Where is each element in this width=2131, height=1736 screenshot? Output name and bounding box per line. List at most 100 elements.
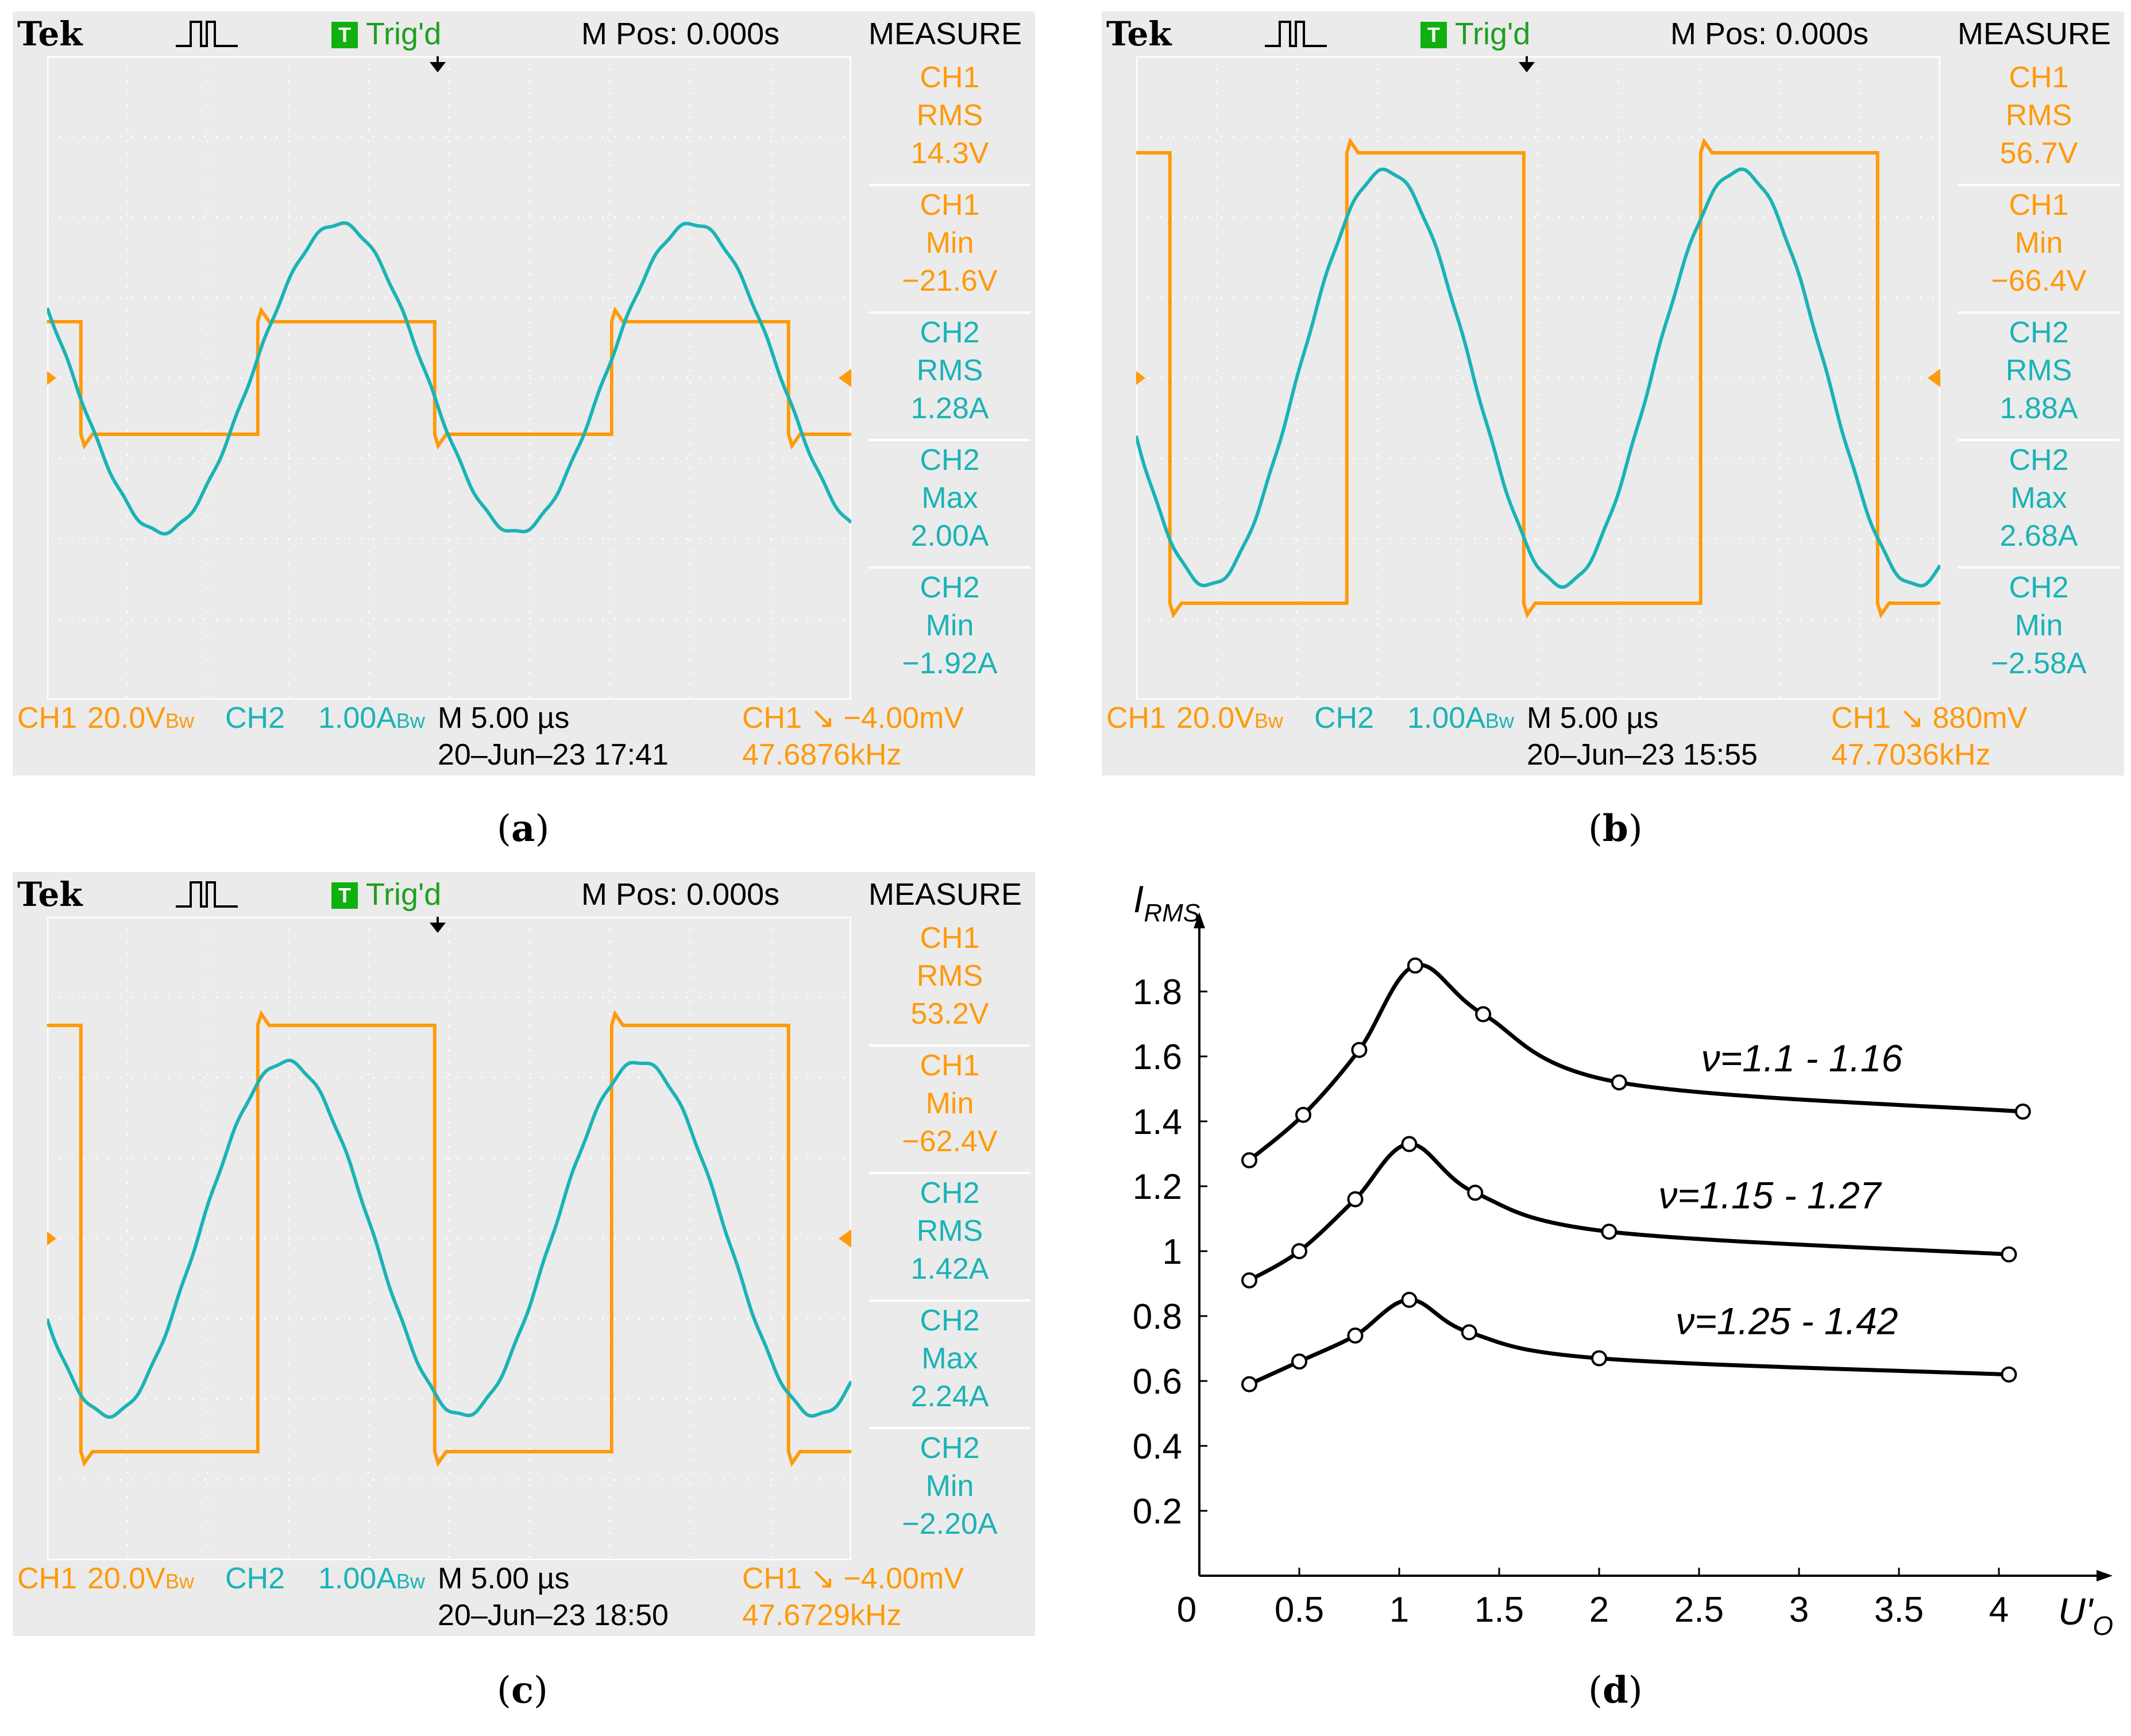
measurement-ch: CH1 xyxy=(2009,188,2069,222)
series-line-3 xyxy=(1248,1298,2009,1386)
series-1-point xyxy=(1241,1152,1257,1168)
y-axis-label: IRMS xyxy=(1133,878,1200,927)
y-axis-arrow xyxy=(1194,912,1205,928)
ch2-bw-limit: Bw xyxy=(396,709,425,732)
ch1-voltage-trace xyxy=(1136,137,1940,619)
series-2-point xyxy=(1291,1243,1307,1259)
ch2-scale: 1.00ABw xyxy=(318,1560,425,1600)
measurement-separator xyxy=(869,1044,1030,1047)
measure-panel: CH1 RMS 56.7V CH1 Min −66.4V CH2 RMS 1.88A CH2 Max… xyxy=(1954,56,2124,700)
measurement-value: 2.68A xyxy=(1999,519,2078,553)
measurement-ch2-max[interactable]: CH2 Max 2.24A xyxy=(864,1302,1035,1429)
measurement-ch: CH2 xyxy=(920,1304,980,1337)
measurement-ch2-max[interactable]: CH2 Max 2.68A xyxy=(1954,441,2124,569)
y-tick-label: 1 xyxy=(1163,1232,1182,1272)
x-tick-label: 4 xyxy=(1989,1590,2009,1630)
ch1-scale-value: 20.0V xyxy=(1176,701,1254,735)
horizontal-position: M Pos: 0.000s xyxy=(581,17,780,51)
measurement-ch2-min[interactable]: CH2 Min −1.92A xyxy=(864,569,1035,696)
x-axis-label: U'O xyxy=(2058,1590,2113,1636)
y-tick-label: 1.6 xyxy=(1133,1037,1182,1077)
y-tick-label: 0.2 xyxy=(1133,1492,1182,1531)
measurement-ch: CH2 xyxy=(2009,571,2069,604)
series-3-point xyxy=(1461,1324,1477,1341)
frequency-readout: 47.7036kHz xyxy=(1831,738,1991,771)
measurement-param: Max xyxy=(2010,481,2067,515)
measurement-ch2-rms[interactable]: CH2 RMS 1.42A xyxy=(864,1174,1035,1302)
irms-chart: 0.5 1 1.5 2 2.5 3 3.5 4 0 0.2 0.4 0.6 0.8 1 1.2 1.4 1.6 1… xyxy=(1133,878,2113,1636)
measurement-ch2-min[interactable]: CH2 Min −2.20A xyxy=(864,1429,1035,1557)
measure-menu-title[interactable]: MEASURE xyxy=(868,877,1022,912)
datetime: 20–Jun–23 15:55 xyxy=(1527,738,1758,771)
measurement-ch1-rms[interactable]: CH1 RMS 53.2V xyxy=(864,919,1035,1047)
measurement-param: RMS xyxy=(916,1214,983,1248)
series-2-point xyxy=(1467,1185,1484,1201)
measurement-value: 2.24A xyxy=(910,1380,989,1413)
series-1-point xyxy=(1611,1074,1627,1091)
measurement-ch1-min[interactable]: CH1 Min −21.6V xyxy=(864,186,1035,314)
series-2-point xyxy=(2001,1246,2017,1263)
measurement-value: −62.4V xyxy=(902,1125,998,1158)
ch2-scale: 1.00ABw xyxy=(1407,700,1514,739)
measurement-ch: CH1 xyxy=(920,921,980,955)
measurement-ch1-rms[interactable]: CH1 RMS 56.7V xyxy=(1954,59,2124,186)
x-tick-label: 1 xyxy=(1389,1590,1409,1630)
y-tick-label: 1.8 xyxy=(1133,973,1182,1012)
tek-logo: Tek xyxy=(1106,14,1172,53)
ch2-ground-marker xyxy=(47,1232,56,1245)
ch1-scale: 20.0VBw xyxy=(1176,700,1283,739)
measurement-ch1-min[interactable]: CH1 Min −62.4V xyxy=(864,1047,1035,1174)
ch1-scale: 20.0VBw xyxy=(87,1560,194,1600)
measurement-value: 1.42A xyxy=(910,1252,989,1286)
measurement-ch1-rms[interactable]: CH1 RMS 14.3V xyxy=(864,59,1035,186)
ch1-scale-value: 20.0V xyxy=(87,701,165,735)
measurement-ch: CH1 xyxy=(920,61,980,94)
ch1-bw-limit: Bw xyxy=(165,709,194,732)
measurement-ch: CH2 xyxy=(920,443,980,477)
trigger-icon: T xyxy=(331,22,358,48)
measurement-value: 2.00A xyxy=(910,519,989,553)
series-2-point xyxy=(1241,1272,1257,1289)
trigger-status: T Trig'd xyxy=(1420,11,1530,56)
ch1-voltage-trace xyxy=(47,306,851,450)
ch1-label: CH1 xyxy=(17,701,78,735)
measurement-ch2-max[interactable]: CH2 Max 2.00A xyxy=(864,441,1035,569)
measurement-ch: CH2 xyxy=(920,316,980,349)
ch2-label: CH2 xyxy=(225,701,285,735)
ch2-bw-limit: Bw xyxy=(1485,709,1514,732)
measurement-ch2-rms[interactable]: CH2 RMS 1.88A xyxy=(1954,314,2124,441)
measurement-ch2-rms[interactable]: CH2 RMS 1.28A xyxy=(864,314,1035,441)
trigger-position-marker xyxy=(430,62,446,72)
acquire-pulse-icon xyxy=(176,881,238,908)
measurement-param: Min xyxy=(925,1469,974,1503)
measurement-param: RMS xyxy=(916,99,983,132)
ch2-ground-marker xyxy=(47,371,56,385)
measurement-ch: CH1 xyxy=(2009,61,2069,94)
trigger-level-marker xyxy=(839,369,851,387)
measure-menu-title[interactable]: MEASURE xyxy=(868,17,1022,51)
x-tick-label: 3 xyxy=(1789,1590,1809,1630)
tek-logo: Tek xyxy=(17,14,83,53)
measurement-ch1-min[interactable]: CH1 Min −66.4V xyxy=(1954,186,2124,314)
y-tick-label: 1.2 xyxy=(1133,1167,1182,1207)
measurement-separator xyxy=(869,439,1030,441)
scope-panel-c: Tek T Trig'd M Pos: 0.000s MEASURE 2 CH1 R… xyxy=(13,872,1035,1636)
x-tick-label: 1.5 xyxy=(1474,1590,1524,1630)
series-3-point xyxy=(1291,1353,1307,1370)
measurement-value: −66.4V xyxy=(1991,264,2087,298)
measurement-ch: CH2 xyxy=(920,1176,980,1210)
measurement-separator xyxy=(1958,184,2120,186)
trigger-level-marker xyxy=(1928,369,1940,387)
ch1-bw-limit: Bw xyxy=(1254,709,1283,732)
measurement-ch: CH2 xyxy=(2009,443,2069,477)
ch2-scale: 1.00ABw xyxy=(318,700,425,739)
measure-menu-title[interactable]: MEASURE xyxy=(1958,17,2111,51)
measure-panel: CH1 RMS 53.2V CH1 Min −62.4V CH2 RMS 1.42A CH2 Max… xyxy=(864,917,1035,1560)
ch2-current-trace xyxy=(47,221,851,536)
trigger-status: T Trig'd xyxy=(331,11,441,56)
scope-panel-b: Tek T Trig'd M Pos: 0.000s MEASURE 2 CH1 R… xyxy=(1102,11,2124,776)
measurement-param: RMS xyxy=(916,354,983,387)
measurement-separator xyxy=(1958,311,2120,314)
measurement-value: −2.20A xyxy=(902,1507,998,1541)
measurement-ch2-min[interactable]: CH2 Min −2.58A xyxy=(1954,569,2124,696)
